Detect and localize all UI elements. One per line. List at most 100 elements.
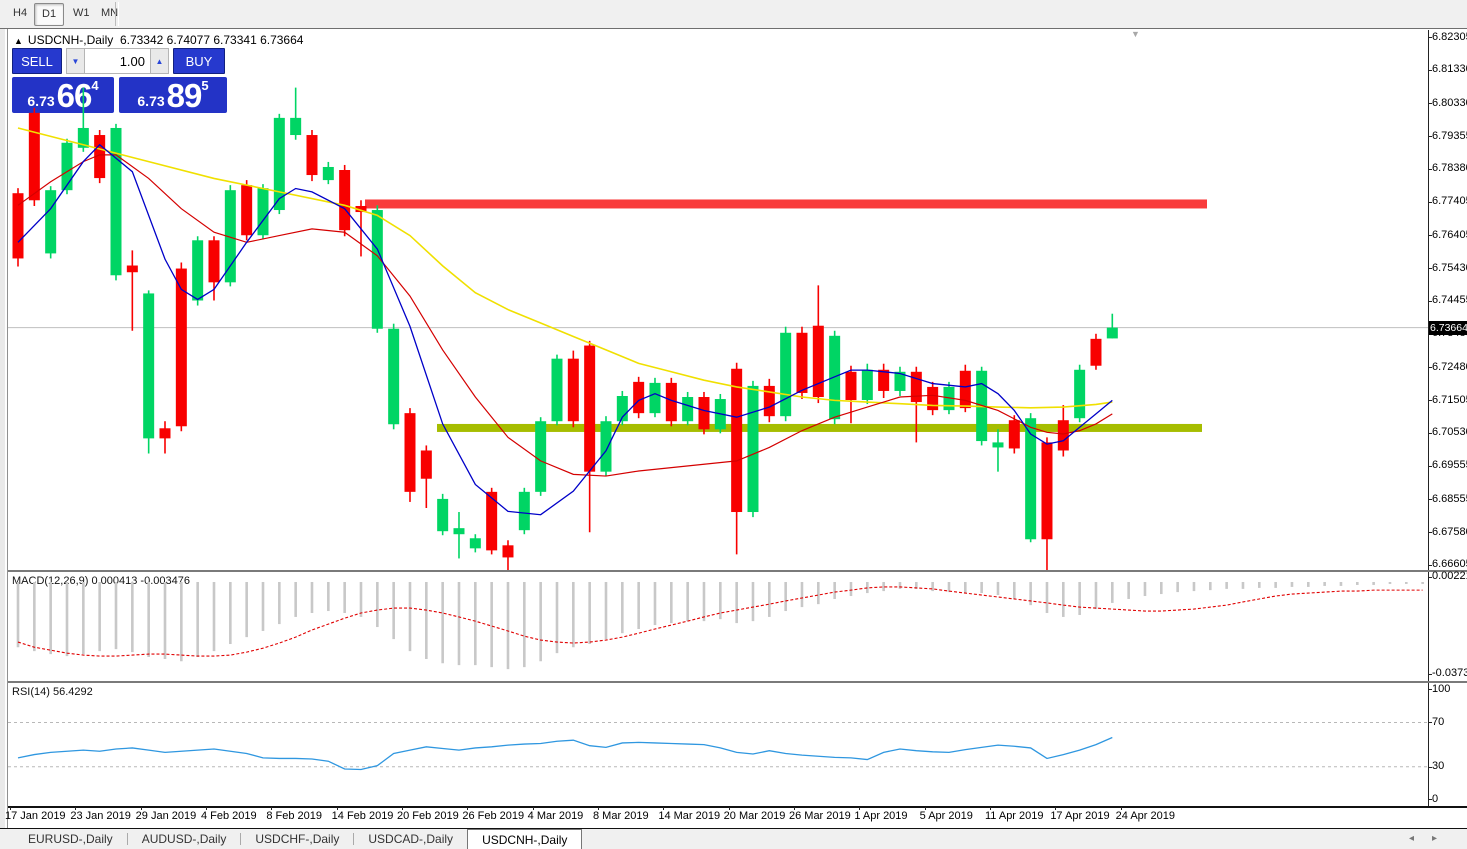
sell-quote[interactable]: 6.73 66 4 (12, 77, 114, 113)
timeframe-button-mn[interactable]: MN (101, 7, 119, 19)
rsi-axis-tick (1428, 689, 1432, 691)
time-axis-tick (271, 807, 273, 810)
chart-tab-usdcnhdaily[interactable]: USDCNH-,Daily (467, 829, 583, 849)
toolbar-separator (115, 2, 119, 26)
timeframe-button-d1[interactable]: D1 (34, 3, 65, 26)
tab-separator (126, 833, 128, 845)
candle-body (649, 382, 661, 414)
candle-body (927, 386, 939, 411)
chart-tab-audusddaily[interactable]: AUDUSD-,Daily (141, 832, 227, 846)
candle-body (910, 371, 922, 403)
rsi-panel-divider[interactable] (8, 681, 1467, 683)
candle-body (61, 142, 73, 191)
candle-body (763, 385, 775, 417)
price-axis-line (1428, 30, 1429, 807)
chart-tab-eurusddaily[interactable]: EURUSD-,Daily (28, 832, 113, 846)
price-axis-tick (1428, 268, 1432, 270)
rsi-axis-tick (1428, 766, 1432, 768)
candle-body (1025, 418, 1037, 540)
macd-axis-tick (1428, 673, 1432, 675)
time-axis-tick (793, 807, 795, 810)
candle-body (845, 371, 857, 401)
timeframe-button-w1[interactable]: W1 (73, 7, 90, 19)
candle-body (992, 442, 1004, 448)
time-axis-tick (924, 807, 926, 810)
buy-button[interactable]: BUY (173, 48, 225, 74)
candle-body (731, 368, 743, 513)
candle-body (388, 328, 400, 425)
time-axis-label: 1 Apr 2019 (854, 810, 908, 822)
time-axis-tick (75, 807, 77, 810)
candle-body (110, 127, 122, 276)
price-axis-tick (1428, 136, 1432, 138)
price-axis-label: 6.67580 (1432, 525, 1467, 538)
time-axis-tick (1055, 807, 1057, 810)
one-click-trading-panel: SELL ▼ 1.00 ▲ BUY 6.73 66 4 6.73 89 5 (12, 48, 230, 113)
sell-price-pips: 66 (56, 77, 93, 114)
tabs-scroll-right-icon[interactable]: ▸ (1431, 833, 1455, 844)
price-axis-tick (1428, 300, 1432, 302)
candle-body (159, 428, 171, 439)
price-axis-tick (1428, 564, 1432, 566)
price-axis-tick (1428, 532, 1432, 534)
time-axis-tick (140, 807, 142, 810)
time-axis-label: 14 Feb 2019 (331, 810, 394, 822)
price-axis-label: 6.66605 (1432, 558, 1467, 571)
price-axis-label: 6.68555 (1432, 492, 1467, 505)
price-axis-tick (1428, 432, 1432, 434)
chart-tab-usdcaddaily[interactable]: USDCAD-,Daily (368, 832, 454, 846)
candle-body (518, 491, 530, 531)
price-axis-tick (1428, 367, 1432, 369)
tabs-scroll-left-icon[interactable]: ◂ (1408, 833, 1432, 844)
price-axis-label: 6.77405 (1432, 195, 1467, 208)
rsi-axis-label: 70 (1432, 715, 1445, 728)
symbol-collapse-icon[interactable]: ▲ (14, 36, 23, 46)
candle-body (306, 135, 318, 176)
sell-button[interactable]: SELL (12, 48, 62, 74)
candle-body (45, 190, 57, 254)
time-axis-label: 26 Feb 2019 (462, 810, 525, 822)
time-axis-tick (336, 807, 338, 810)
volume-increase-button[interactable]: ▲ (150, 48, 169, 74)
price-axis-tick (1428, 400, 1432, 402)
time-axis-label: 14 Mar 2019 (658, 810, 721, 822)
rsi-axis-label: 30 (1432, 760, 1445, 773)
time-axis-label: 4 Mar 2019 (527, 810, 584, 822)
candle-body (633, 381, 645, 414)
price-axis-label: 6.81330 (1432, 63, 1467, 76)
price-axis-tick (1428, 201, 1432, 203)
time-axis-label: 29 Jan 2019 (135, 810, 197, 822)
price-axis-label: 6.71505 (1432, 393, 1467, 406)
chart-tab-usdchfdaily[interactable]: USDCHF-,Daily (255, 832, 340, 846)
candle-body (486, 491, 498, 551)
time-axis-label: 24 Apr 2019 (1115, 810, 1175, 822)
price-axis-tick (1428, 499, 1432, 501)
rsi-axis-label: 0 (1432, 792, 1439, 805)
volume-input[interactable]: 1.00 (85, 48, 150, 74)
candle-body (1106, 327, 1118, 339)
price-axis-label: 6.79355 (1432, 129, 1467, 142)
price-axis-label: 6.82305 (1432, 30, 1467, 43)
time-axis-label: 17 Jan 2019 (5, 810, 66, 822)
price-axis-label: 6.80330 (1432, 96, 1467, 109)
resistance-line[interactable] (365, 199, 1207, 209)
candle-body (682, 397, 694, 422)
volume-decrease-button[interactable]: ▼ (66, 48, 85, 74)
support-line[interactable] (437, 423, 1202, 432)
price-axis-label: 6.76405 (1432, 228, 1467, 241)
candle-body (943, 386, 955, 411)
time-axis-tick (859, 807, 861, 810)
time-axis-label: 17 Apr 2019 (1050, 810, 1110, 822)
price-axis-label: 6.74455 (1432, 294, 1467, 307)
candle-body (698, 397, 710, 430)
candle-body (469, 538, 481, 549)
timeframe-button-h4[interactable]: H4 (13, 7, 28, 19)
time-axis-label: 20 Mar 2019 (723, 810, 786, 822)
macd-panel-divider[interactable] (8, 570, 1467, 572)
buy-quote[interactable]: 6.73 89 5 (119, 77, 227, 113)
price-axis-label: 6.69555 (1432, 459, 1467, 472)
macd-axis-tick (1428, 576, 1432, 578)
candle-body (616, 396, 628, 422)
scroll-to-end-icon[interactable]: ▼ (1131, 29, 1140, 39)
